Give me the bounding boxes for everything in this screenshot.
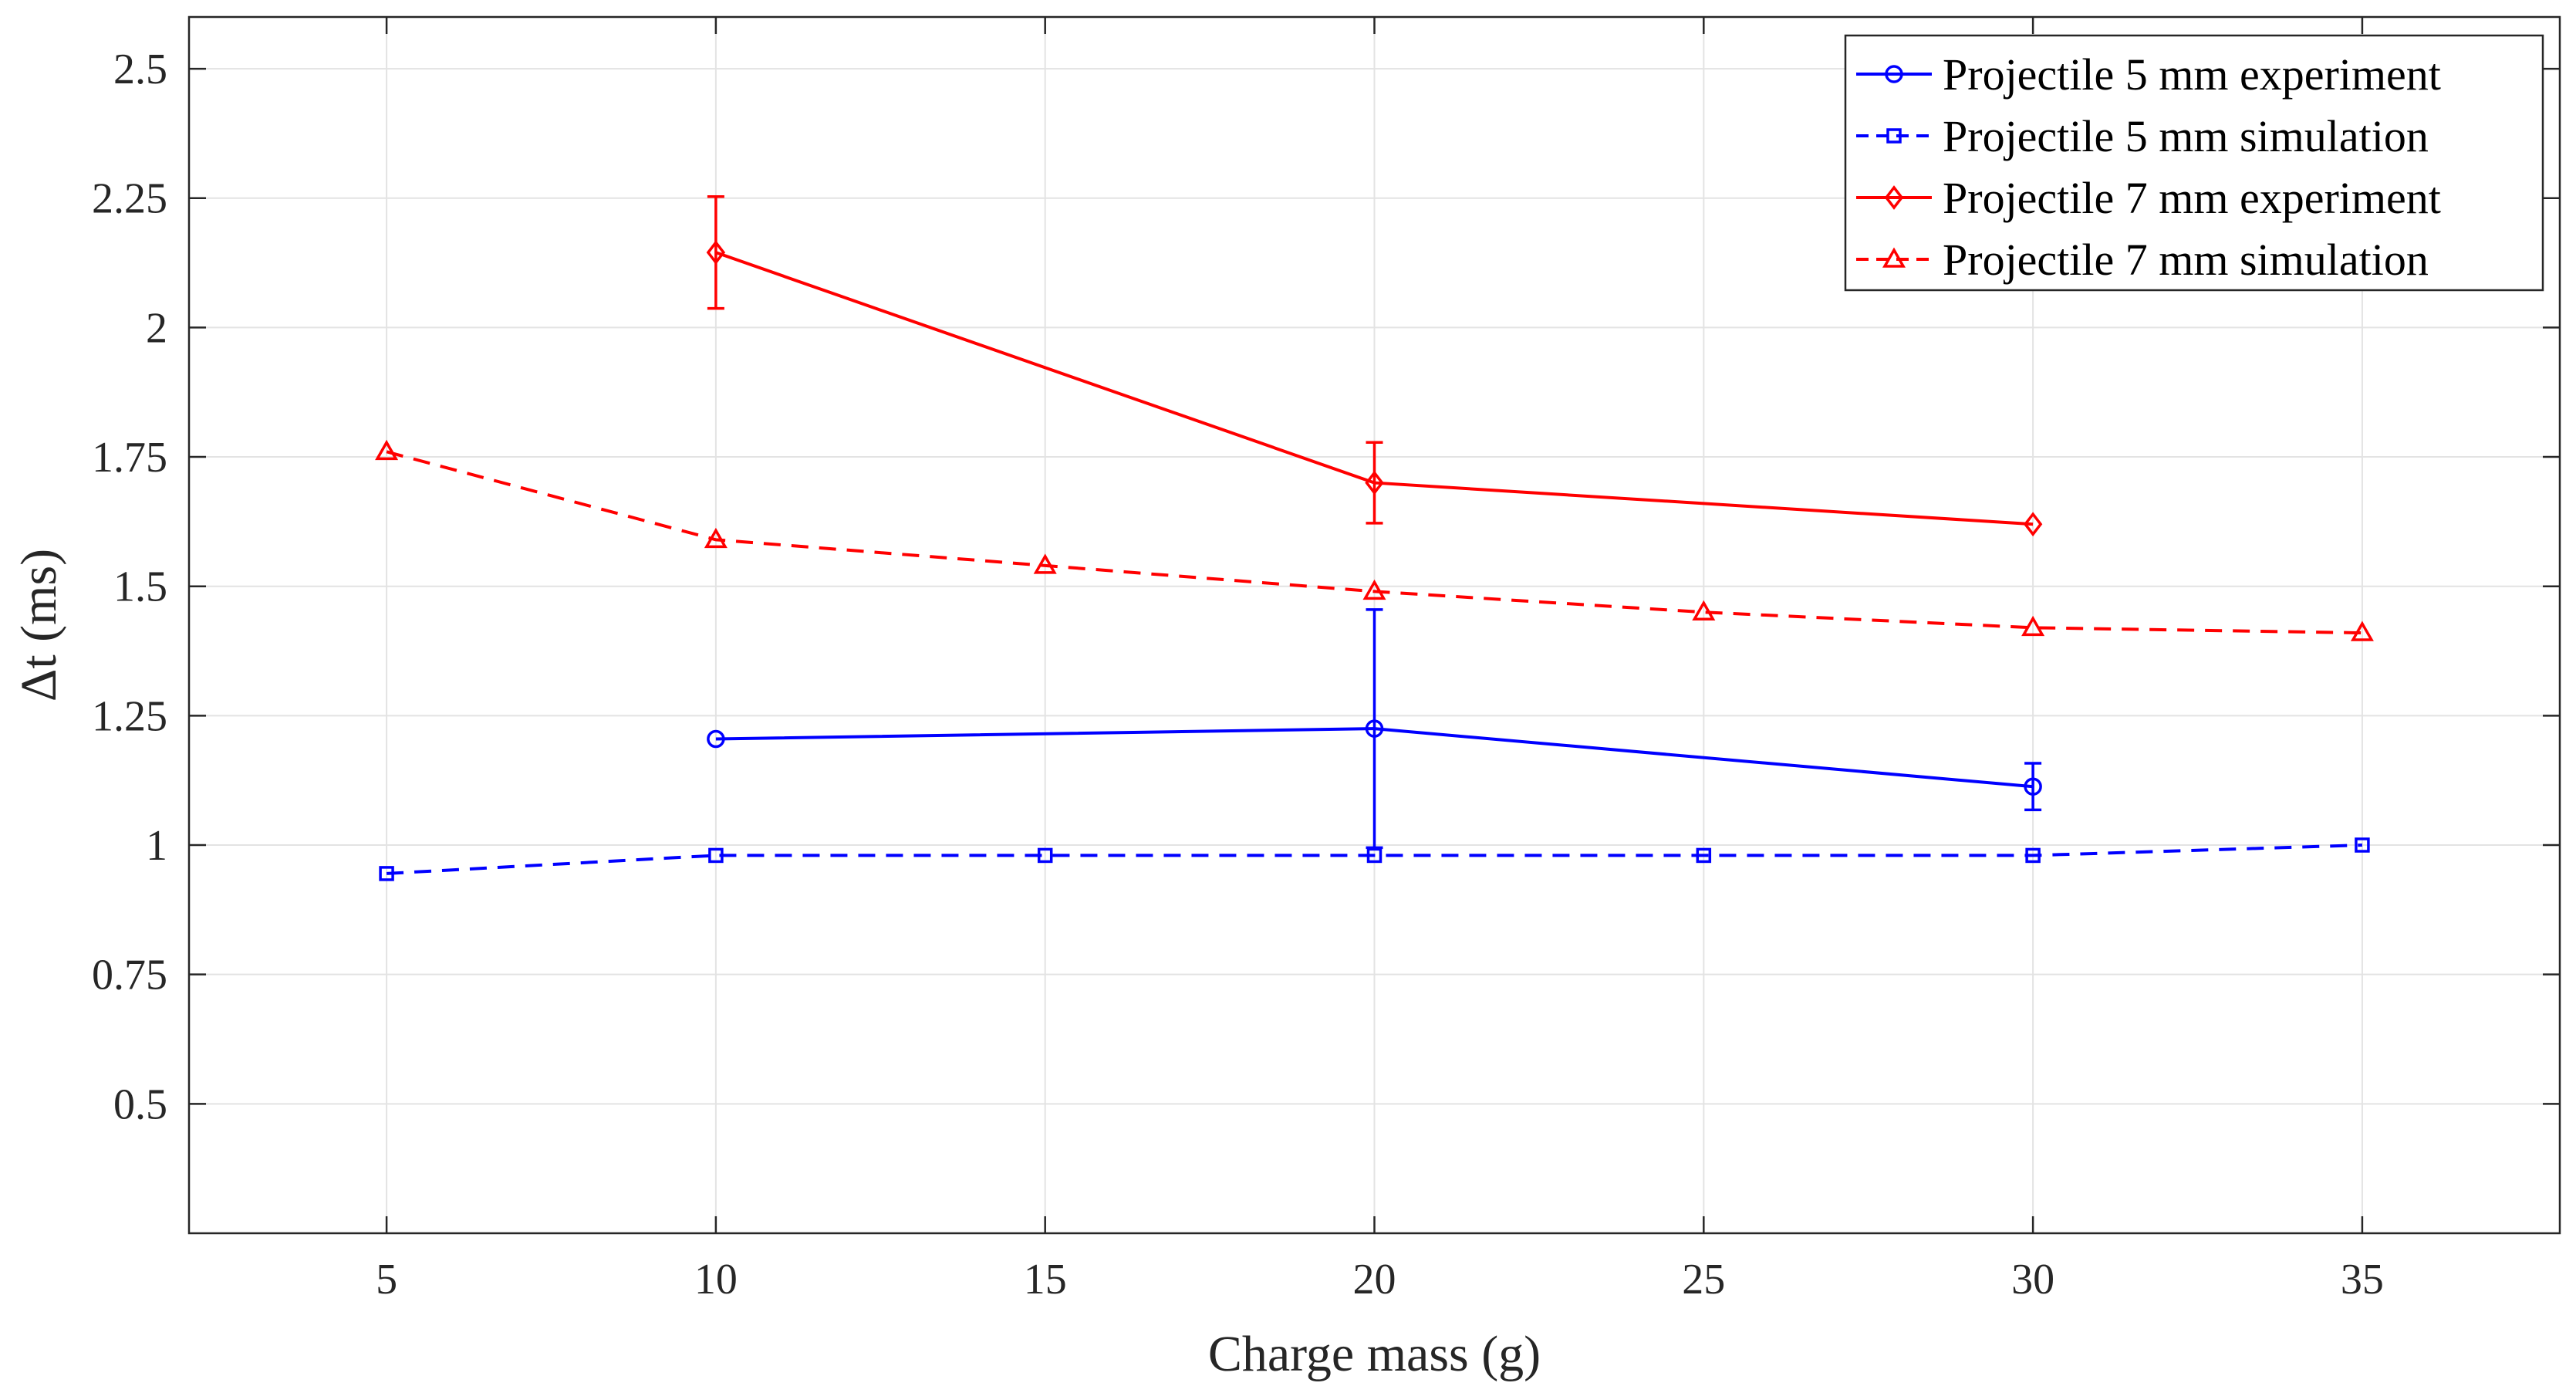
legend-marker xyxy=(1885,65,1903,83)
data-point xyxy=(1692,600,1716,620)
data-point xyxy=(708,847,724,864)
legend-label: Projectile 7 mm experiment xyxy=(1943,173,2441,223)
data-point xyxy=(706,240,726,265)
series-3 xyxy=(706,194,2043,537)
legend-entry[interactable]: Projectile 5 mm simulation xyxy=(1856,111,2429,161)
y-tick-label: 2.5 xyxy=(113,46,167,93)
series-4 xyxy=(375,439,2374,641)
x-tick-label: 35 xyxy=(2341,1256,2384,1303)
data-point xyxy=(2023,512,2043,537)
data-point xyxy=(2025,847,2041,864)
legend-label: Projectile 7 mm simulation xyxy=(1943,235,2429,285)
legend-entry[interactable]: Projectile 5 mm experiment xyxy=(1856,49,2441,100)
data-point xyxy=(1362,579,1386,600)
x-tick-label: 20 xyxy=(1353,1256,1396,1303)
y-axis-title: Δt (ms) xyxy=(11,549,67,702)
x-tick-label: 15 xyxy=(1024,1256,1067,1303)
y-tick-label: 0.5 xyxy=(113,1080,167,1128)
data-point xyxy=(1366,847,1383,864)
data-point xyxy=(1033,553,1057,574)
y-tick-label: 2 xyxy=(146,304,167,352)
x-axis-title: Charge mass (g) xyxy=(1208,1326,1541,1382)
data-point xyxy=(707,729,725,749)
data-point xyxy=(2021,615,2045,637)
series-layer xyxy=(375,194,2374,881)
legend[interactable]: Projectile 5 mm experiment Projectile 5 m… xyxy=(1844,34,2544,292)
series-2 xyxy=(379,837,2370,881)
legend-marker xyxy=(1886,128,1902,144)
series-line xyxy=(386,450,2362,635)
x-tick-label: 30 xyxy=(2011,1256,2054,1303)
y-tick-label: 1.5 xyxy=(113,563,167,611)
data-point xyxy=(1365,470,1384,495)
axis-ticks: 5 10 15 20 25 30 35 0.5 0.75 1 1.25 1.5 1.75 2 2.25 2.5 xyxy=(92,17,2560,1303)
legend-marker xyxy=(1884,185,1904,210)
y-tick-label: 2.25 xyxy=(92,175,167,223)
data-point xyxy=(704,527,728,549)
x-tick-label: 25 xyxy=(1682,1256,1725,1303)
data-point xyxy=(1696,847,1712,864)
data-point xyxy=(2350,620,2374,641)
x-tick-label: 5 xyxy=(376,1256,397,1303)
data-point xyxy=(379,866,394,881)
data-point xyxy=(2024,777,2042,796)
data-point xyxy=(375,439,399,461)
legend-box xyxy=(1844,34,2544,292)
legend-label: Projectile 5 mm simulation xyxy=(1943,111,2429,161)
data-point xyxy=(1365,719,1384,738)
legend-entry[interactable]: Projectile 7 mm simulation xyxy=(1856,235,2429,285)
data-point xyxy=(2355,837,2370,853)
series-line xyxy=(386,844,2362,875)
legend-marker xyxy=(1882,247,1906,268)
legend-label: Projectile 5 mm experiment xyxy=(1943,49,2441,100)
x-tick-label: 10 xyxy=(694,1256,738,1303)
legend-entry[interactable]: Projectile 7 mm experiment xyxy=(1856,173,2441,223)
y-tick-label: 0.75 xyxy=(92,952,167,999)
y-tick-label: 1 xyxy=(146,822,167,870)
y-tick-label: 1.75 xyxy=(92,434,167,482)
series-1 xyxy=(707,608,2042,850)
data-point xyxy=(1037,847,1053,864)
y-tick-label: 1.25 xyxy=(92,692,167,740)
